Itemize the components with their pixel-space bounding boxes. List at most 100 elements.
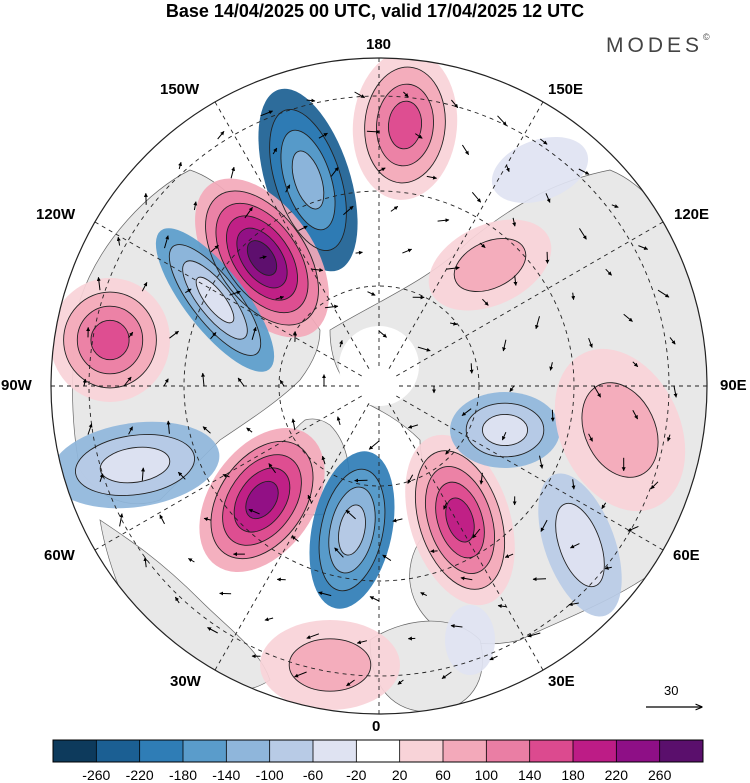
wind-vector — [96, 276, 101, 291]
wind-vector — [82, 378, 87, 387]
lon-label-180: 180 — [366, 36, 392, 53]
wind-vector — [291, 535, 299, 542]
colorbar-segment — [659, 740, 704, 762]
wind-vector — [177, 471, 186, 480]
wind-vector — [128, 426, 133, 435]
contour-level — [364, 66, 446, 184]
lon-label-120e: 120E — [674, 206, 710, 223]
lon-label-120w: 120W — [36, 206, 76, 223]
wind-vector — [673, 385, 678, 398]
contour-level — [481, 413, 529, 447]
contour-level — [269, 109, 347, 251]
colorbar-tick-label: -60 — [302, 767, 324, 783]
contour-level — [76, 305, 144, 375]
wind-vector — [268, 463, 277, 474]
colorbar-segment — [139, 740, 184, 762]
meridian-line — [388, 99, 545, 369]
anomaly-level — [338, 504, 366, 556]
colorbar-tick-label: 220 — [604, 767, 628, 783]
colorbar-tick-label: -220 — [125, 767, 154, 783]
contour-level — [425, 465, 495, 575]
colorbar-tick-label: -20 — [346, 767, 367, 783]
anomaly-level — [482, 414, 528, 446]
colorbar-tick-label: -180 — [168, 767, 198, 783]
wind-vector — [178, 161, 183, 170]
colorbar — [52, 739, 704, 763]
anomaly-high-northeast-pacific — [51, 278, 170, 402]
wind-vector — [166, 420, 171, 434]
wind-vector — [334, 547, 344, 558]
wind-vector — [202, 426, 211, 434]
wind-vector — [417, 346, 431, 352]
lon-label-30w: 30W — [170, 673, 201, 690]
wind-vector — [441, 671, 452, 680]
wind-vector — [527, 632, 541, 638]
wind-vector — [632, 409, 639, 420]
wind-vector — [324, 304, 339, 309]
brand-name: MODES — [606, 34, 704, 57]
wind-vector — [482, 298, 489, 306]
latitude-circle — [88, 95, 670, 677]
contour-level — [387, 100, 423, 150]
wind-vector — [244, 206, 253, 219]
wind-vector — [430, 549, 438, 554]
wind-vector — [230, 166, 236, 179]
wind-vector — [229, 290, 241, 296]
contour-level — [182, 260, 248, 340]
wind-vector — [605, 268, 612, 276]
wind-vector — [210, 245, 219, 253]
contour-high-pacific-north — [364, 66, 446, 184]
wind-vector — [330, 166, 339, 177]
wind-vector — [306, 633, 320, 639]
meridian-line — [388, 403, 545, 673]
wind-vector — [437, 218, 450, 223]
wind-vector — [311, 268, 324, 272]
colorbar-tick-label: 60 — [435, 767, 451, 783]
wind-vector — [201, 372, 206, 387]
wind-vector — [355, 250, 363, 255]
colorbar-segment — [226, 740, 270, 762]
wind-vector — [367, 291, 376, 296]
anomaly-low-north-america-east — [51, 421, 220, 509]
wind-vector — [509, 385, 515, 392]
colorbar-segment — [616, 740, 660, 762]
wind-vector — [461, 144, 470, 156]
anomaly-level — [491, 137, 589, 203]
wind-vector — [571, 292, 576, 301]
wind-vector — [497, 604, 507, 609]
wind-vector — [445, 448, 451, 455]
wind-vector — [164, 235, 170, 249]
meridian-line — [396, 220, 666, 377]
wind-vector — [402, 248, 413, 254]
contour-low-canada — [168, 244, 262, 356]
anomaly-low-northeast-asia — [491, 137, 589, 203]
colorbar-tick-label: -140 — [212, 767, 241, 783]
contour-level — [245, 480, 279, 520]
colorbar-tick-label: 260 — [648, 767, 672, 783]
wind-vector — [570, 543, 580, 549]
contour-level — [233, 467, 291, 533]
wind-vector — [251, 326, 257, 340]
wind-vector — [403, 91, 409, 98]
wind-vector — [128, 331, 134, 339]
wind-vector — [259, 255, 267, 260]
brand-mark: © — [703, 32, 710, 42]
contour-level — [581, 382, 659, 478]
wind-vector — [336, 416, 341, 426]
colorbar-segment — [529, 740, 574, 762]
wind-vector — [119, 513, 124, 527]
contour-level — [63, 291, 157, 389]
wind-vector — [632, 361, 639, 368]
wind-vector — [539, 138, 548, 145]
colorbar-segment — [443, 740, 487, 762]
wind-vector — [368, 440, 380, 450]
wind-vector — [185, 288, 192, 294]
contour-low-pacific-north — [269, 109, 347, 251]
contour-lines — [63, 66, 659, 692]
contour-high-siberia-east — [453, 238, 527, 292]
wind-vector — [217, 130, 225, 140]
wind-vector — [650, 481, 659, 490]
wind-vector — [163, 378, 169, 387]
lon-label-90w: 90W — [1, 377, 32, 394]
wind-vector — [549, 362, 554, 371]
